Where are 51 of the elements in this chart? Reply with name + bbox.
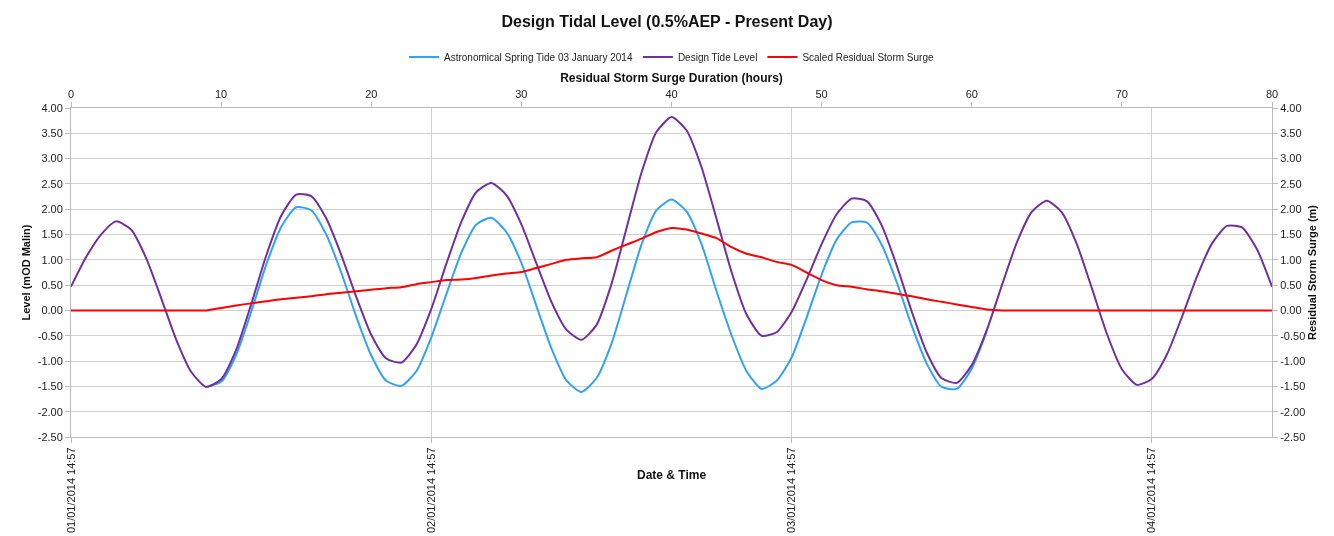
y2-tick-label: 2.00 (1280, 203, 1302, 216)
y-axis-title: Level (mOD Malin) (20, 224, 33, 321)
y-tick-label: 0.50 (41, 279, 63, 291)
x2-tick-label: 20 (365, 87, 378, 100)
x2-tick-label: 70 (1115, 87, 1129, 100)
line-series (71, 226, 1272, 312)
y2-tick-label: -0.50 (1280, 329, 1306, 342)
y2-tick-label: -1.00 (1280, 354, 1306, 367)
y-tick-label: -2.00 (37, 405, 63, 418)
x-tick-label: 01/01/2014 14:57 (64, 447, 77, 534)
y2-tick-label: 2.50 (1280, 177, 1302, 190)
x-tick-label: 03/01/2014 14:57 (785, 447, 798, 534)
y-tick-label: 3.50 (41, 127, 63, 140)
y-tick-label: 2.00 (41, 203, 63, 216)
line-series (71, 116, 1272, 388)
y2-tick-label: 4.00 (1280, 101, 1302, 114)
y-tick-label: 3.00 (41, 152, 63, 165)
y2-tick-label: 0.50 (1280, 279, 1302, 291)
legend-label: Scaled Residual Storm Surge (802, 51, 934, 63)
legend-label: Astronomical Spring Tide 03 January 2014 (444, 51, 633, 63)
x2-axis-title: Residual Storm Surge Duration (hours) (560, 70, 783, 85)
y-tick-label: 1.00 (41, 253, 63, 266)
y-tick-label: -1.50 (37, 380, 63, 393)
y-tick-label: 2.50 (41, 177, 63, 190)
x2-tick-label: 10 (215, 87, 228, 100)
y2-tick-label: 1.00 (1280, 253, 1302, 266)
y-tick-label: -1.00 (37, 354, 63, 367)
y2-tick-label: 3.50 (1280, 127, 1302, 140)
y2-tick-label: -1.50 (1280, 380, 1306, 393)
y-tick-label: 0.00 (41, 304, 63, 317)
legend-label: Design Tide Level (677, 51, 758, 63)
y-tick-label: 4.00 (41, 101, 63, 114)
y2-tick-label: -2.00 (1280, 405, 1306, 418)
x2-tick-label: 50 (815, 87, 828, 100)
x2-tick-label: 0 (67, 87, 75, 100)
x2-tick-label: 80 (1265, 87, 1279, 100)
y2-tick-label: -2.50 (1280, 430, 1306, 443)
x2-tick-label: 40 (665, 87, 678, 100)
y-tick-label: -0.50 (37, 329, 63, 342)
x2-tick-label: 60 (965, 87, 978, 100)
y2-tick-label: 1.50 (1280, 228, 1302, 241)
y2-tick-label: 3.00 (1280, 152, 1302, 165)
x-tick-label: 02/01/2014 14:57 (424, 447, 437, 534)
x-axis-title: Date & Time (637, 468, 707, 482)
chart-title: Design Tidal Level (0.5%AEP - Present Day) (501, 13, 833, 31)
y2-axis-title: Residual Storm Surge (m) (1306, 204, 1319, 341)
y-tick-label: 1.50 (41, 228, 63, 241)
x-tick-label: 04/01/2014 14:57 (1145, 447, 1158, 534)
y2-tick-label: 0.00 (1280, 304, 1302, 317)
x2-tick-label: 30 (515, 87, 528, 100)
y-tick-label: -2.50 (37, 430, 63, 443)
